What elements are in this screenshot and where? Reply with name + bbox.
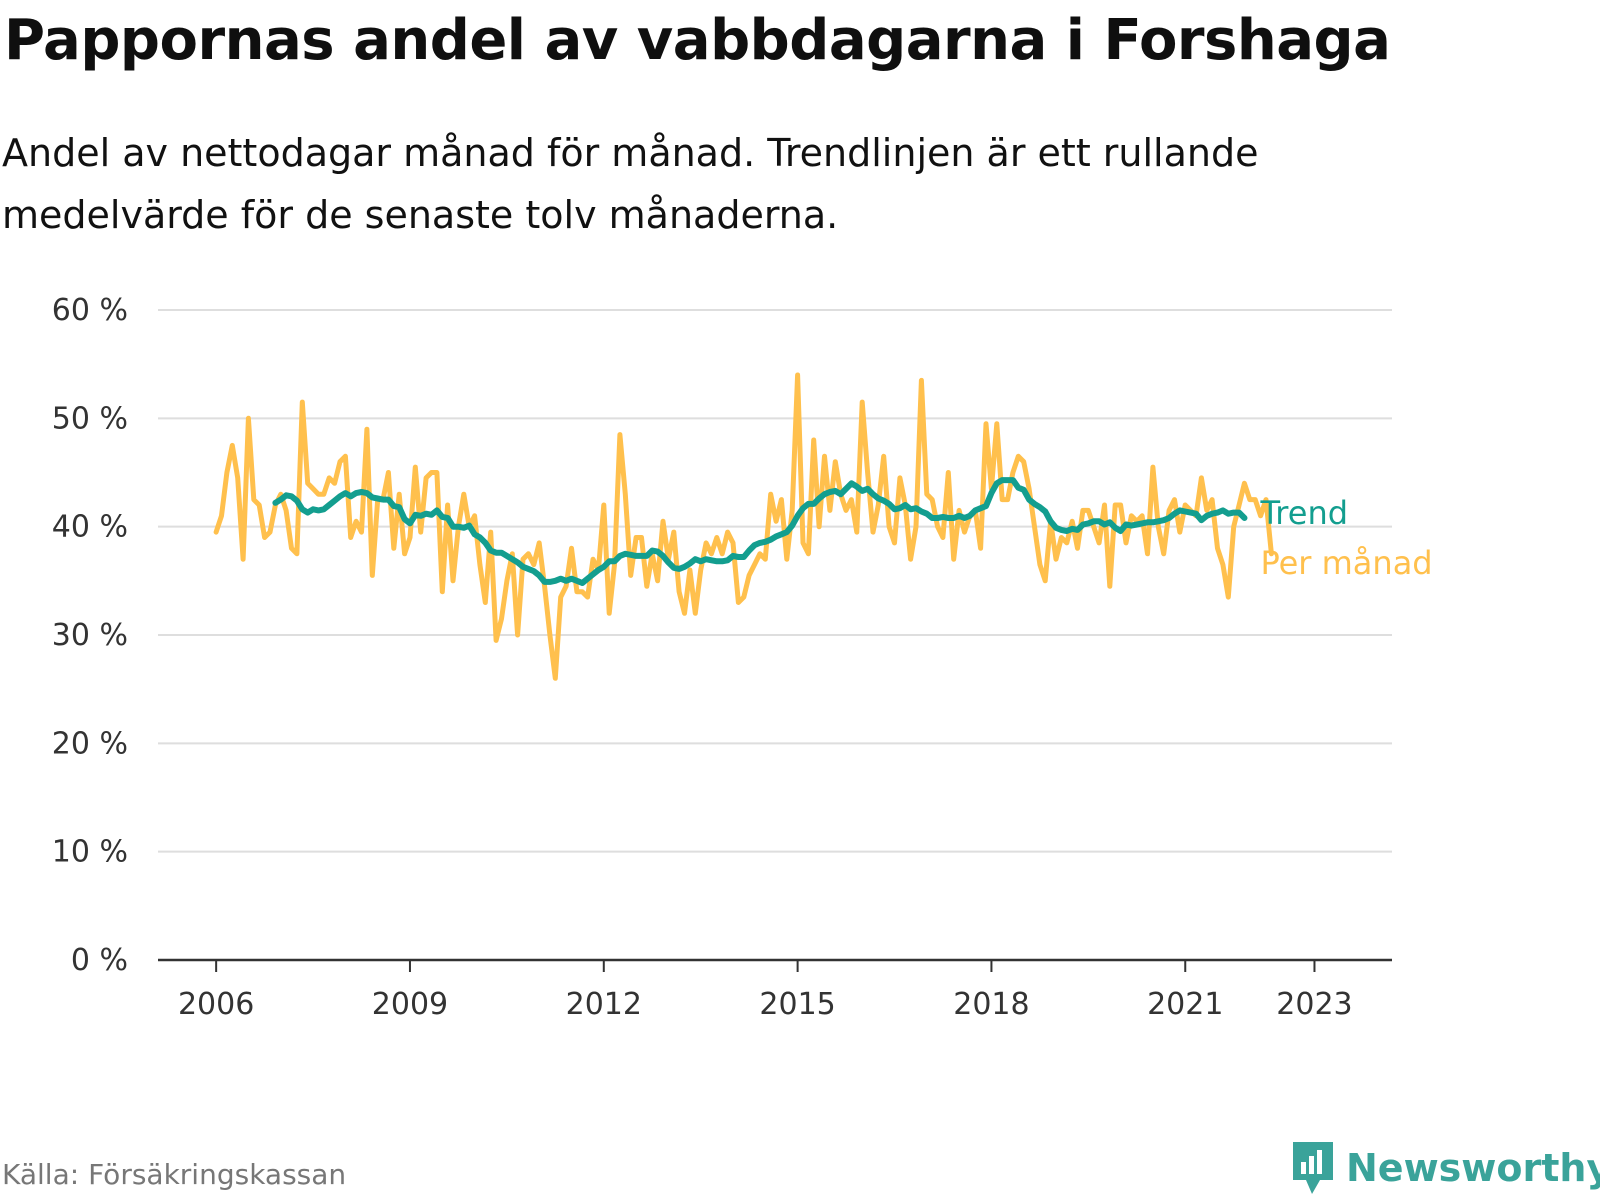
subtitle-line-1: Andel av nettodagar månad för månad. Tre… xyxy=(2,131,1259,175)
x-tick-label: 2021 xyxy=(1147,987,1223,1022)
series-label-trend: Trend xyxy=(1259,494,1348,532)
chart-subtitle: Andel av nettodagar månad för månad. Tre… xyxy=(2,122,1482,246)
series-label-per-manad: Per månad xyxy=(1260,544,1432,582)
newsworthy-logo-icon xyxy=(1293,1142,1333,1194)
source-note: Källa: Försäkringskassan xyxy=(2,1158,347,1191)
brand: Newsworthy xyxy=(1290,1140,1600,1196)
brand-name: Newsworthy xyxy=(1346,1146,1600,1190)
x-tick-label: 2023 xyxy=(1276,987,1352,1022)
y-tick-label: 60 % xyxy=(52,293,128,328)
series-line-trend xyxy=(272,477,1248,586)
y-tick-label: 40 % xyxy=(52,510,128,545)
y-tick-label: 30 % xyxy=(52,618,128,653)
y-tick-label: 20 % xyxy=(52,726,128,761)
x-tick-label: 2006 xyxy=(178,987,254,1022)
line-chart: 0 % 10 % 20 % 30 % 40 % 50 % 60 % 2006 2009 2012 2… xyxy=(52,293,1433,1022)
x-tick-label: 2012 xyxy=(566,987,642,1022)
x-tick-label: 2015 xyxy=(759,987,835,1022)
x-tick-label: 2018 xyxy=(953,987,1029,1022)
y-tick-label: 0 % xyxy=(71,943,128,978)
y-tick-label: 50 % xyxy=(52,401,128,436)
series-line-per-manad xyxy=(213,372,1274,681)
chart-title: Pappornas andel av vabbdagarna i Forshag… xyxy=(4,8,1391,73)
y-tick-label: 10 % xyxy=(52,835,128,870)
subtitle-line-2: medelvärde för de senaste tolv månaderna… xyxy=(2,193,839,237)
x-tick-label: 2009 xyxy=(372,987,448,1022)
